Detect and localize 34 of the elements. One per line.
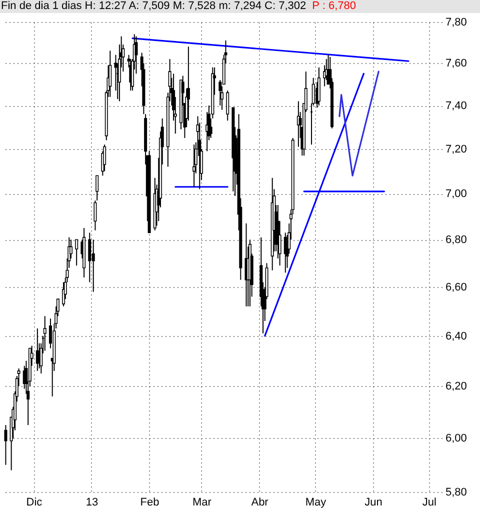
candlestick xyxy=(226,90,230,122)
y-tick-label: 7,20 xyxy=(446,143,467,156)
y-tick-label: 6,20 xyxy=(446,380,467,393)
x-tick-label: Jul xyxy=(422,496,436,508)
x-tick-label: Feb xyxy=(140,496,160,508)
y-tick-label: 7,80 xyxy=(446,16,467,28)
y-tick-label: 7,00 xyxy=(446,188,467,200)
x-tick-label: 13 xyxy=(86,496,98,508)
x-tick-label: May xyxy=(305,496,327,508)
candlestick xyxy=(88,232,92,283)
chart-title: Fin de dia 1 dias H: 12:27 A: 7,509 M: 7,528 m: 7,294 C: 7,302 xyxy=(1,0,306,12)
candlestick xyxy=(96,175,99,201)
y-tick-label: 5,80 xyxy=(446,486,467,498)
candlestick xyxy=(94,200,97,231)
candlestick xyxy=(43,316,46,352)
x-tick-label: Dic xyxy=(26,496,43,508)
y-tick-label: 6,80 xyxy=(446,234,467,246)
text: P : 6,780 xyxy=(312,0,356,12)
y-tick-label: 7,60 xyxy=(446,58,467,70)
y-tick-label: 6,00 xyxy=(446,432,467,445)
line-series xyxy=(338,70,380,176)
candlestick xyxy=(103,144,106,172)
candlestick xyxy=(192,144,196,188)
y-tick-label: 7,40 xyxy=(446,100,467,112)
x-tick-label: Abr xyxy=(251,496,269,508)
candlestick xyxy=(62,282,66,307)
candlestick xyxy=(317,66,320,106)
x-tick-label: Mar xyxy=(192,496,212,508)
y-tick-label: 6,60 xyxy=(446,282,467,294)
x-tick-label: Jun xyxy=(364,496,382,508)
y-tick-label: 6,40 xyxy=(446,330,467,342)
candlestick xyxy=(92,239,95,292)
candlestick xyxy=(4,424,8,466)
candlestick xyxy=(75,239,78,266)
